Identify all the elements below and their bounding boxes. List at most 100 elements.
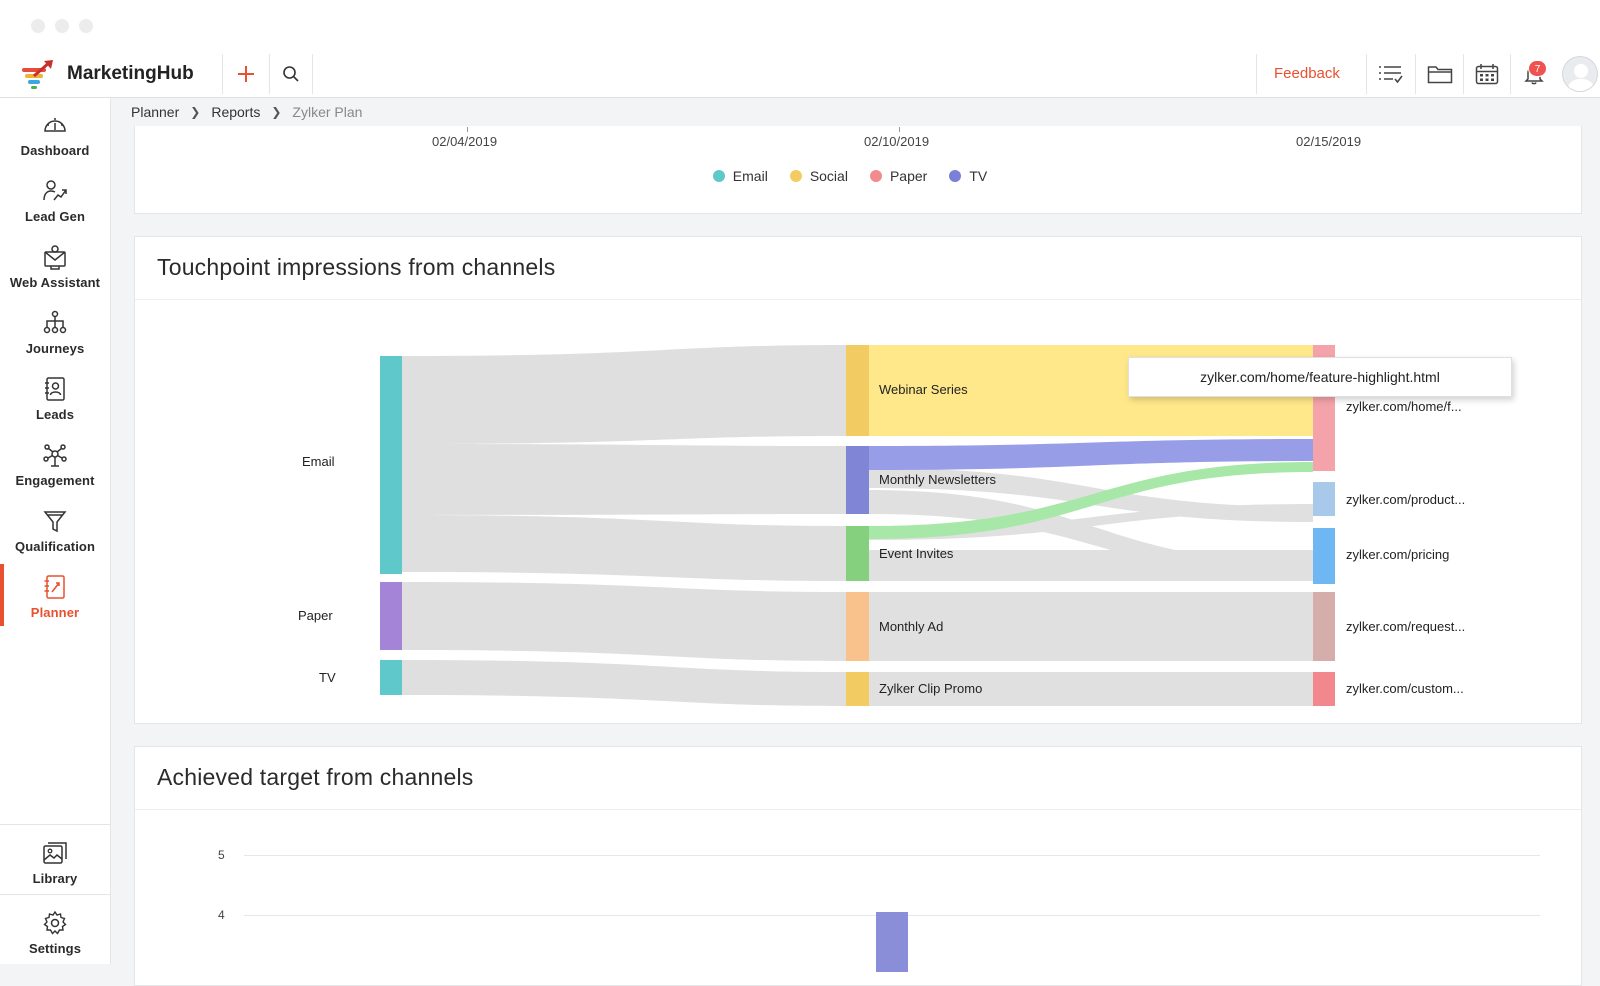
y-tick-label: 4 xyxy=(218,908,225,922)
sankey-card-title: Touchpoint impressions from channels xyxy=(157,254,556,280)
sankey-label-campaign: Monthly Newsletters xyxy=(879,472,997,487)
sankey-node-tv xyxy=(380,660,402,695)
sankey-node-product xyxy=(1313,482,1335,516)
sankey-node-monthly-newsletters xyxy=(846,446,869,514)
sidebar-item-label: Settings xyxy=(28,941,82,956)
sankey-label-page: zylker.com/request... xyxy=(1346,619,1465,634)
sidebar-item-web-assistant[interactable]: Web Assistant xyxy=(0,242,110,304)
sankey-node-webinar-series xyxy=(846,345,869,436)
achieved-target-card: Achieved target from channels xyxy=(134,746,1582,986)
journeys-icon xyxy=(43,310,67,334)
chevron-right-icon: ❯ xyxy=(271,105,282,119)
sankey-node-event-invites xyxy=(846,526,869,581)
sidebar-item-label: Engagement xyxy=(15,473,95,488)
achieved-target-title: Achieved target from channels xyxy=(157,764,474,790)
sidebar-item-lead-gen[interactable]: Lead Gen xyxy=(0,176,110,238)
y-tick-label: 5 xyxy=(218,848,225,862)
sidebar-divider xyxy=(0,894,110,895)
sidebar-item-label: Library xyxy=(32,871,78,886)
sankey-tooltip: zylker.com/home/feature-highlight.html xyxy=(1128,357,1512,397)
engagement-icon xyxy=(43,444,67,467)
dashboard-icon xyxy=(44,118,66,132)
sidebar-item-leads[interactable]: Leads xyxy=(0,374,110,436)
sidebar-item-dashboard[interactable]: Dashboard xyxy=(0,110,110,172)
legend-item-tv[interactable]: TV xyxy=(949,168,987,184)
sidebar: Dashboard Lead Gen Web Assistant Journey… xyxy=(0,98,111,964)
window-close-dot[interactable] xyxy=(31,19,45,33)
task-list-icon xyxy=(1379,66,1403,84)
sidebar-item-label: Qualification xyxy=(14,539,96,554)
timeline-chart-card xyxy=(134,126,1582,214)
planner-icon xyxy=(44,575,65,599)
top-app-bar: MarketingHub Feedback xyxy=(0,50,1600,98)
notification-badge: 7 xyxy=(1528,60,1547,77)
sankey-label-page: zylker.com/home/f... xyxy=(1346,399,1462,414)
window-titlebar xyxy=(0,0,1600,50)
search-button[interactable] xyxy=(270,50,312,98)
chart-bar[interactable] xyxy=(876,912,908,972)
sankey-node-email xyxy=(380,356,402,574)
web-assistant-icon xyxy=(44,245,66,270)
sidebar-item-label: Planner xyxy=(30,605,80,620)
task-list-button[interactable] xyxy=(1367,50,1415,98)
sankey-node-request xyxy=(1313,592,1335,661)
window-minimize-dot[interactable] xyxy=(55,19,69,33)
legend-item-social[interactable]: Social xyxy=(789,168,848,184)
plus-icon xyxy=(238,66,254,82)
breadcrumb-item-reports[interactable]: Reports xyxy=(211,104,261,120)
gridline xyxy=(244,855,1540,856)
add-button[interactable] xyxy=(223,50,269,98)
feedback-link[interactable]: Feedback xyxy=(1274,65,1340,82)
avatar-placeholder-icon xyxy=(1567,64,1595,91)
sidebar-item-label: Leads xyxy=(35,407,75,422)
sidebar-item-settings[interactable]: Settings xyxy=(0,908,110,970)
folder-button[interactable] xyxy=(1416,50,1463,98)
sankey-node-monthly-ad xyxy=(846,592,869,661)
sankey-node-paper xyxy=(380,582,402,650)
calendar-icon xyxy=(1475,64,1499,85)
sankey-label-campaign: Webinar Series xyxy=(879,382,968,397)
sidebar-item-qualification[interactable]: Qualification xyxy=(0,506,110,568)
chevron-right-icon: ❯ xyxy=(190,105,201,119)
gear-icon xyxy=(43,910,67,935)
search-icon xyxy=(283,66,299,82)
folder-icon xyxy=(1427,66,1452,84)
sankey-label-campaign: Event Invites xyxy=(879,546,954,561)
sankey-node-custom xyxy=(1313,672,1335,706)
sankey-label-source: Paper xyxy=(298,608,333,623)
timeline-date-label: 02/15/2019 xyxy=(1296,134,1362,149)
sankey-label-campaign: Monthly Ad xyxy=(879,619,943,634)
sidebar-divider xyxy=(0,824,110,825)
breadcrumb: Planner ❯ Reports ❯ Zylker Plan xyxy=(131,101,362,123)
leads-icon xyxy=(45,377,65,401)
lead-gen-icon xyxy=(43,180,67,201)
timeline-date-label: 02/10/2019 xyxy=(864,134,930,149)
sidebar-item-engagement[interactable]: Engagement xyxy=(0,440,110,502)
user-avatar[interactable] xyxy=(1562,56,1598,92)
library-icon xyxy=(43,842,67,864)
sankey-label-page: zylker.com/product... xyxy=(1346,492,1465,507)
legend-item-paper[interactable]: Paper xyxy=(869,168,927,184)
sidebar-item-library[interactable]: Library xyxy=(0,838,110,900)
timeline-date-label: 02/04/2019 xyxy=(432,134,498,149)
sidebar-item-label: Journeys xyxy=(25,341,85,356)
sankey-label-campaign: Zylker Clip Promo xyxy=(879,681,982,696)
sankey-label-page: zylker.com/pricing xyxy=(1346,547,1449,562)
sankey-label-source: Email xyxy=(302,454,335,469)
calendar-button[interactable] xyxy=(1464,50,1510,98)
breadcrumb-item-planner[interactable]: Planner xyxy=(131,104,180,120)
sidebar-item-planner[interactable]: Planner xyxy=(0,564,110,634)
sankey-node-zylker-clip-promo xyxy=(846,672,869,706)
legend-item-email[interactable]: Email xyxy=(712,168,768,184)
sankey-label-source: TV xyxy=(319,670,336,685)
app-name: MarketingHub xyxy=(67,63,194,84)
sidebar-item-journeys[interactable]: Journeys xyxy=(0,308,110,370)
sankey-node-pricing xyxy=(1313,528,1335,584)
sidebar-item-label: Web Assistant xyxy=(9,275,101,290)
marketinghub-logo-icon xyxy=(22,60,53,89)
window-zoom-dot[interactable] xyxy=(79,19,93,33)
funnel-icon xyxy=(43,511,67,533)
breadcrumb-current: Zylker Plan xyxy=(292,104,363,120)
sankey-label-page: zylker.com/custom... xyxy=(1346,681,1464,696)
sidebar-item-label: Lead Gen xyxy=(24,209,86,224)
